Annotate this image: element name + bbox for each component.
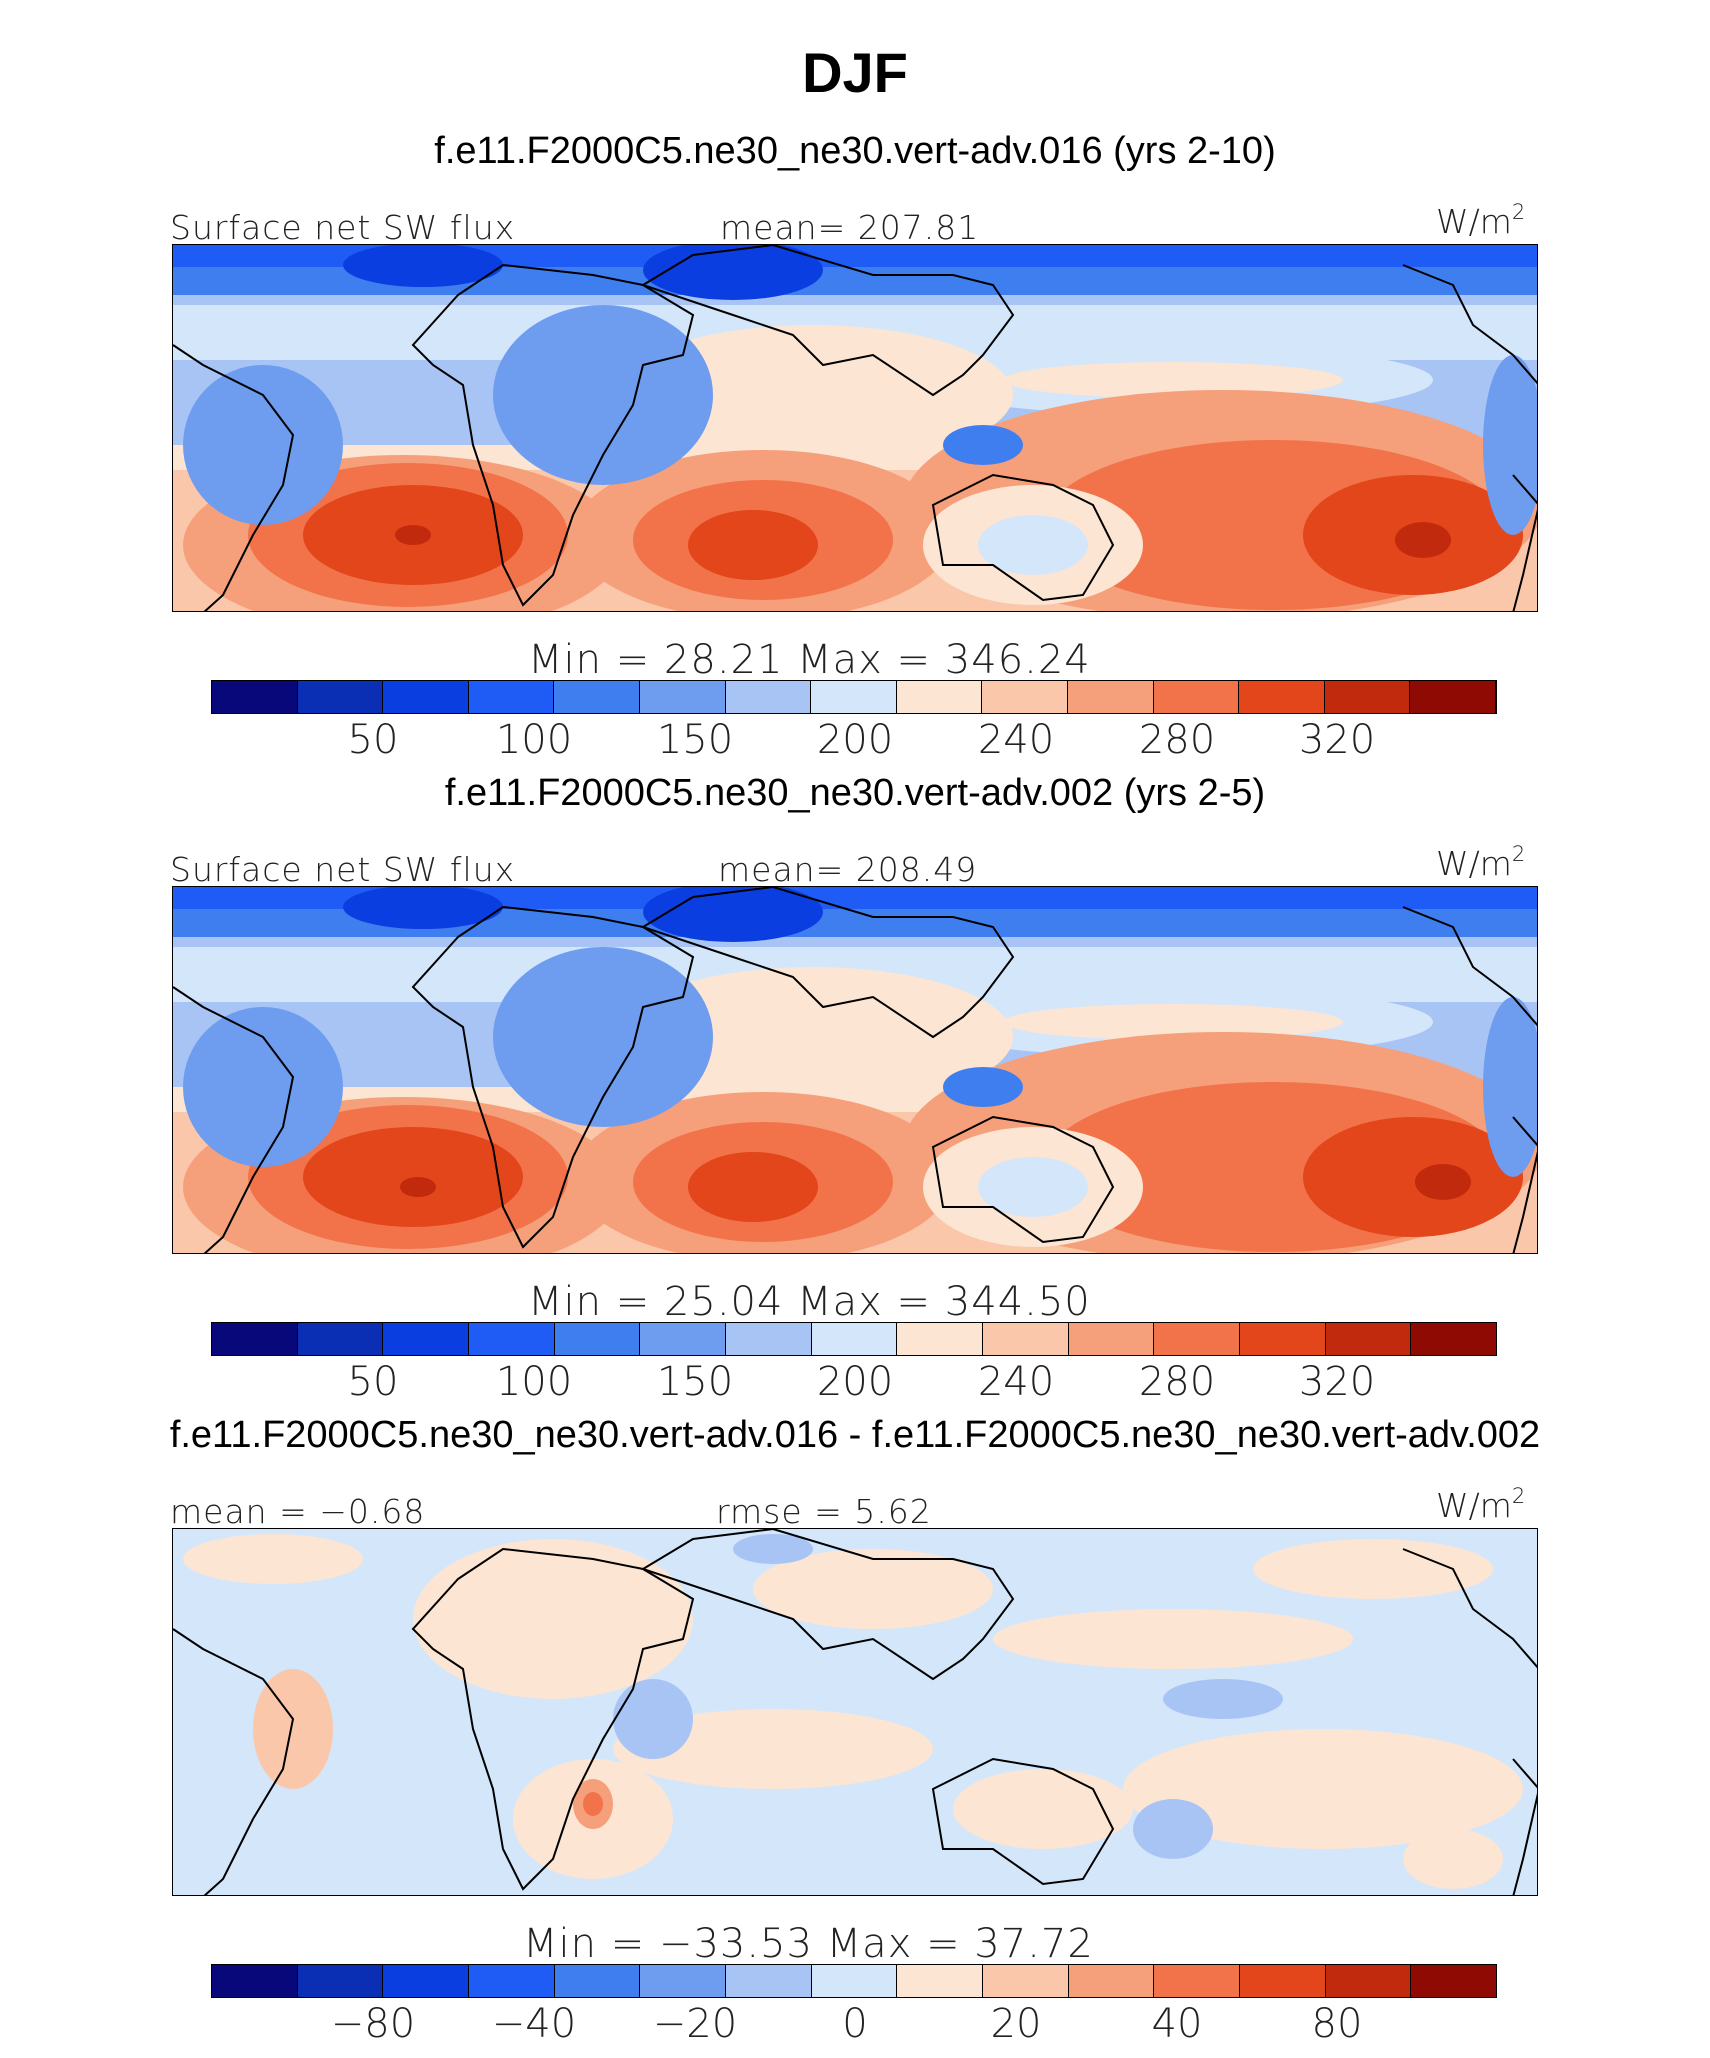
colorbar-swatch: [297, 681, 384, 713]
colorbar-swatch: [897, 1323, 984, 1355]
colorbar-swatch: [726, 1323, 812, 1355]
colorbar-swatch: [639, 681, 726, 713]
panel-2-units: W/m2: [1436, 842, 1526, 883]
colorbar-swatch: [1239, 681, 1325, 713]
colorbar-swatch: [1411, 1965, 1497, 1997]
panel-2-tick-label: 240: [977, 1359, 1055, 1405]
colorbar-swatch: [383, 1323, 470, 1355]
colorbar-swatch: [469, 1965, 555, 1997]
colorbar-swatch: [811, 1323, 898, 1355]
panel-3-tick-label: 40: [1151, 2001, 1203, 2047]
colorbar-swatch: [1154, 1323, 1241, 1355]
colorbar-swatch: [897, 1965, 984, 1997]
panel-2-mean-label: mean= 208.49: [718, 850, 978, 889]
colorbar-swatch: [896, 681, 983, 713]
colorbar-swatch: [811, 1965, 898, 1997]
panel-2-tick-label: 100: [495, 1359, 573, 1405]
panel-2-tick-label: 50: [347, 1359, 399, 1405]
colorbar-swatch: [726, 1965, 812, 1997]
panel-1-colorbar: [211, 680, 1497, 714]
colorbar-swatch: [469, 1323, 555, 1355]
colorbar-swatch: [297, 1323, 384, 1355]
panel-2-map: [172, 886, 1538, 1254]
colorbar-swatch: [1068, 1323, 1155, 1355]
panel-3-field: [173, 1529, 1537, 1895]
panel-3-tick-label: 20: [990, 2001, 1042, 2047]
panel-1-mean-label: mean= 207.81: [720, 208, 980, 247]
panel-1-tick-label: 50: [347, 717, 399, 763]
colorbar-swatch: [983, 1965, 1069, 1997]
colorbar-swatch: [383, 681, 469, 713]
panel-3-units: W/m2: [1436, 1484, 1526, 1525]
panel-2-variable-label: Surface net SW flux: [170, 850, 516, 889]
panel-1-tick-label: 200: [816, 717, 894, 763]
colorbar-swatch: [212, 1323, 298, 1355]
panel-2-colorbar: [211, 1322, 1497, 1356]
panel-3-tick-label: 0: [842, 2001, 868, 2047]
panel-3-rmse-label: rmse = 5.62: [716, 1492, 932, 1531]
panel-3-case-title: f.e11.F2000C5.ne30_ne30.vert-adv.016 - f…: [169, 1414, 1541, 1456]
colorbar-swatch: [1411, 1323, 1497, 1355]
panel-2-case-title: f.e11.F2000C5.ne30_ne30.vert-adv.002 (yr…: [444, 772, 1266, 814]
panel-2-field: [173, 887, 1537, 1253]
panel-1-tick-label: 240: [977, 717, 1055, 763]
panel-3-tick-label: −80: [330, 2001, 416, 2047]
colorbar-swatch: [1240, 1965, 1326, 1997]
panel-1-map: [172, 244, 1538, 612]
colorbar-swatch: [468, 681, 555, 713]
panel-1-tick-label: 320: [1298, 717, 1376, 763]
colorbar-swatch: [212, 681, 298, 713]
colorbar-swatch: [725, 681, 812, 713]
panel-3-min-max: Min = −33.53 Max = 37.72: [523, 1921, 1094, 1967]
colorbar-swatch: [640, 1323, 727, 1355]
colorbar-swatch: [554, 1323, 641, 1355]
colorbar-swatch: [1325, 1965, 1412, 1997]
panel-3-colorbar: [211, 1964, 1497, 1998]
panel-2-tick-label: 200: [816, 1359, 894, 1405]
panel-1-case-title: f.e11.F2000C5.ne30_ne30.vert-adv.016 (yr…: [434, 130, 1276, 172]
panel-3-tick-label: 80: [1311, 2001, 1363, 2047]
colorbar-swatch: [1240, 1323, 1326, 1355]
colorbar-swatch: [1153, 681, 1240, 713]
colorbar-swatch: [1067, 681, 1154, 713]
panel-1-tick-label: 100: [495, 717, 573, 763]
panel-1-field: [173, 245, 1537, 611]
panel-3-tick-label: −40: [491, 2001, 577, 2047]
panel-3-map: [172, 1528, 1538, 1896]
panel-2-tick-label: 320: [1298, 1359, 1376, 1405]
panel-1-variable-label: Surface net SW flux: [170, 208, 516, 247]
panel-3-tick-label: −20: [652, 2001, 738, 2047]
colorbar-swatch: [1325, 1323, 1412, 1355]
panel-3-mean-label: mean = −0.68: [170, 1492, 426, 1531]
colorbar-swatch: [640, 1965, 727, 1997]
panel-1-units: W/m2: [1436, 200, 1526, 241]
panel-2-tick-label: 150: [656, 1359, 734, 1405]
panel-1-tick-label: 280: [1138, 717, 1216, 763]
colorbar-swatch: [982, 681, 1068, 713]
colorbar-swatch: [1068, 1965, 1155, 1997]
panel-2-min-max: Min = 25.04 Max = 344.50: [528, 1279, 1091, 1325]
panel-1-min-max: Min = 28.21 Max = 346.24: [528, 637, 1091, 683]
colorbar-swatch: [1410, 681, 1496, 713]
panel-1-tick-label: 150: [656, 717, 734, 763]
colorbar-swatch: [1324, 681, 1411, 713]
colorbar-swatch: [212, 1965, 298, 1997]
colorbar-swatch: [554, 681, 640, 713]
panel-2-tick-label: 280: [1138, 1359, 1216, 1405]
colorbar-swatch: [554, 1965, 641, 1997]
main-title: DJF: [802, 41, 908, 104]
colorbar-swatch: [983, 1323, 1069, 1355]
colorbar-swatch: [383, 1965, 470, 1997]
colorbar-swatch: [811, 681, 897, 713]
colorbar-swatch: [297, 1965, 384, 1997]
colorbar-swatch: [1154, 1965, 1241, 1997]
